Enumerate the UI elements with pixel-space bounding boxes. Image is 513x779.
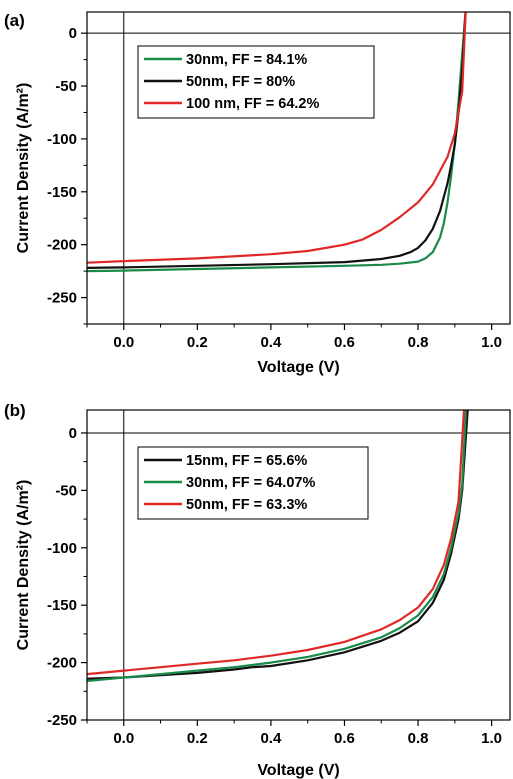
y-tick-label: -250 (47, 712, 77, 729)
legend: 30nm, FF = 84.1% 50nm, FF = 80% 100 nm, FF… (137, 45, 375, 119)
chart-panel-b: 0.0 0.2 0.4 0.6 0.8 1.0 0 -50 -100 -150 -200 -250 Vo… (4, 401, 511, 779)
plot-frame (86, 409, 511, 721)
y-axis-title: Current Density (A/m²) (15, 83, 32, 254)
y-tick-label: -250 (47, 290, 77, 307)
legend-label-2: 30nm, FF = 64.07% (186, 475, 315, 491)
y-tick-label: -200 (47, 237, 77, 254)
panel-label: (b) (4, 401, 26, 420)
y-tick-label: 0 (69, 425, 77, 442)
x-tick-label: 0.2 (187, 334, 208, 351)
x-axis-title: Voltage (V) (257, 359, 339, 376)
y-tick-label: -150 (47, 597, 77, 614)
x-axis-title: Voltage (V) (257, 762, 339, 779)
series-line-2 (87, 12, 467, 269)
x-tick-label: 0.4 (260, 334, 282, 351)
y-tick-label: -100 (47, 131, 77, 148)
legend-label-1: 15nm, FF = 65.6% (186, 453, 307, 469)
legend-label-1: 30nm, FF = 84.1% (186, 52, 307, 68)
series-line-1 (87, 410, 469, 680)
y-tick-label: -150 (47, 184, 77, 201)
series-line-3 (87, 410, 466, 676)
y-axis-title: Current Density (A/m²) (15, 480, 32, 651)
x-tick-label: 1.0 (481, 334, 502, 351)
plot-frame (86, 11, 511, 325)
legend-label-3: 100 nm, FF = 64.2% (186, 96, 319, 112)
y-tick-label: 0 (69, 25, 77, 42)
x-tick-label: 0.6 (334, 334, 355, 351)
x-tick-label: 0.2 (187, 730, 208, 747)
series-line-2 (87, 410, 467, 683)
panel-label: (a) (4, 11, 25, 30)
series-line-3 (87, 12, 467, 264)
chart-panel-a: 0.0 0.2 0.4 0.6 0.8 1.0 0 -50 -100 -150 -200 -250 Vo… (4, 11, 511, 376)
y-tick-label: -200 (47, 655, 77, 672)
y-tick-label: -50 (55, 78, 77, 95)
x-tick-label: 0.0 (113, 334, 134, 351)
legend-label-2: 50nm, FF = 80% (186, 74, 295, 90)
x-tick-label: 0.8 (408, 730, 429, 747)
x-tick-label: 0.6 (334, 730, 355, 747)
x-tick-label: 0.4 (260, 730, 282, 747)
x-tick-label: 1.0 (481, 730, 502, 747)
legend: 15nm, FF = 65.6% 30nm, FF = 64.07% 50nm, F… (137, 446, 369, 520)
y-tick-label: -100 (47, 540, 77, 557)
x-tick-label: 0.8 (408, 334, 429, 351)
y-tick-label: -50 (55, 482, 77, 499)
legend-label-3: 50nm, FF = 63.3% (186, 497, 307, 513)
x-tick-label: 0.0 (113, 730, 134, 747)
